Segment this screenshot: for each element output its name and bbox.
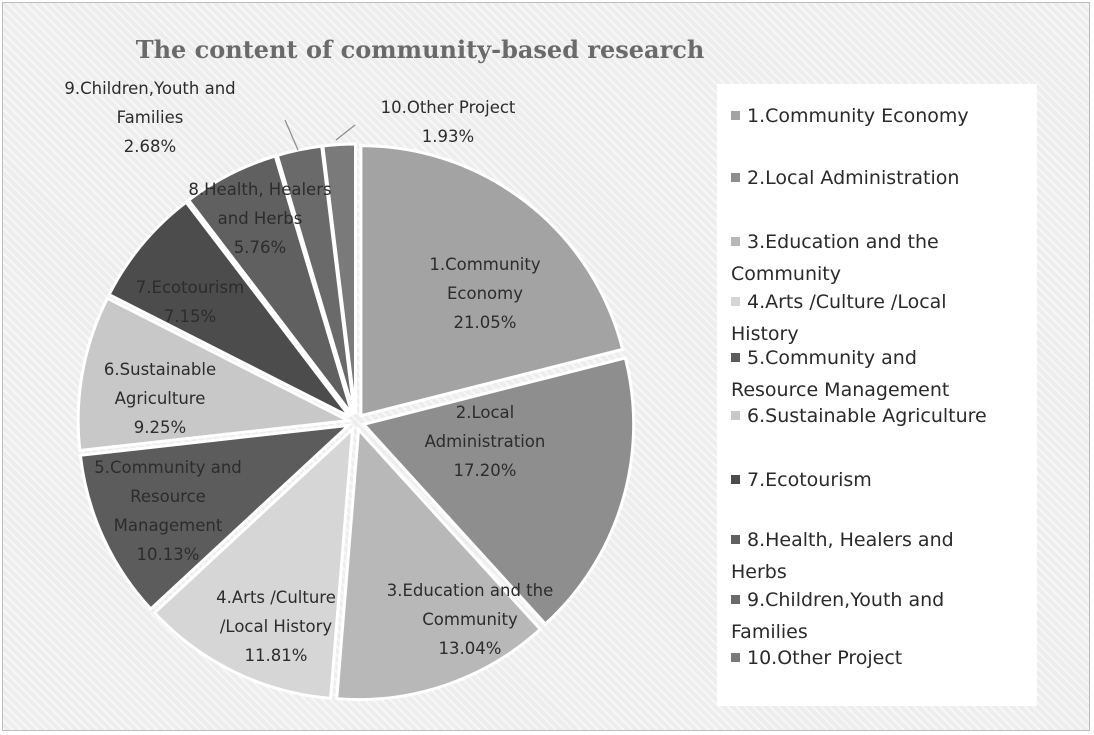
slice-label-3: 3.Education and the Community 13.04% [387,581,554,658]
slice-label-2: 2.Local Administration 17.20% [425,403,546,480]
legend-swatch [731,595,740,604]
leader-line-9 [284,119,299,151]
legend: 1.Community Economy 2.Local Administratio… [717,84,1037,706]
pie-slice-5 [78,423,354,612]
pie-slices [76,142,636,702]
legend-entry-10: 10.Other Project [731,642,1031,674]
legend-label: 4.Arts /Culture /Local [747,291,947,313]
slice-label-6: 6.Sustainable Agriculture 9.25% [104,360,216,437]
legend-label: 7.Ecotourism [747,469,872,491]
legend-label: 1.Community Economy [747,105,969,127]
pie-slice-3 [335,426,543,702]
legend-entry-7: 7.Ecotourism [731,464,1031,496]
legend-entry-2: 2.Local Administration [731,162,1031,194]
pie-slice-8 [186,154,354,416]
pie-slice-7 [107,200,352,419]
legend-swatch [731,475,740,484]
slice-label-7: 7.Ecotourism 7.15% [136,278,244,326]
legend-entry-1: 1.Community Economy [731,100,1031,132]
legend-entry-3: 3.Education and the Community [731,226,1031,290]
slice-label-9: 9.Children,Youth and Families 2.68% [64,79,235,156]
legend-label: Community [731,263,841,285]
legend-label: History [731,323,799,345]
legend-swatch [731,535,740,544]
legend-entry-5: 5.Community and Resource Management [731,342,1031,406]
legend-swatch [731,237,740,246]
legend-entry-9: 9.Children,Youth and Families [731,584,1031,648]
legend-label: 8.Health, Healers and [747,529,954,551]
pie-slice-1 [359,144,625,418]
legend-label: 6.Sustainable Agriculture [747,405,987,427]
slice-labels: 1.Community Economy 21.05% 2.Local Administr… [64,79,553,665]
slice-label-10: 10.Other Project 1.93% [381,98,516,146]
pie-slice-10 [321,142,358,415]
legend-label: 2.Local Administration [747,167,960,189]
legend-swatch [731,353,740,362]
legend-label: 10.Other Project [747,647,903,669]
legend-swatch [731,297,740,306]
legend-entry-6: 6.Sustainable Agriculture [731,400,1031,432]
legend-swatch [731,653,740,662]
leader-lines [284,119,356,151]
legend-label: Families [731,621,808,643]
legend-label: Resource Management [731,379,950,401]
legend-swatch [731,111,740,120]
slice-label-5: 5.Community and Resource Management 10.13% [94,458,242,564]
slice-label-1: 1.Community Economy 21.05% [429,255,540,332]
legend-label: 9.Children,Youth and [747,589,945,611]
leader-line-10 [335,124,356,141]
pie-slice-6 [76,296,354,453]
legend-label: 3.Education and the [747,231,939,253]
legend-swatch [731,173,740,182]
pie-slice-4 [152,425,355,700]
chart-title: The content of community-based research [136,35,705,64]
pie-slice-2 [360,356,636,627]
legend-swatch [731,411,740,420]
slice-label-4: 4.Arts /Culture/Local History 11.81% [216,588,336,665]
legend-label: Herbs [731,561,787,583]
legend-entry-4: 4.Arts /Culture /Local History [731,286,1031,350]
legend-entry-8: 8.Health, Healers and Herbs [731,524,1031,588]
legend-label: 5.Community and [747,347,917,369]
slice-label-8: 8.Health, Healers and Herbs 5.76% [188,180,331,257]
